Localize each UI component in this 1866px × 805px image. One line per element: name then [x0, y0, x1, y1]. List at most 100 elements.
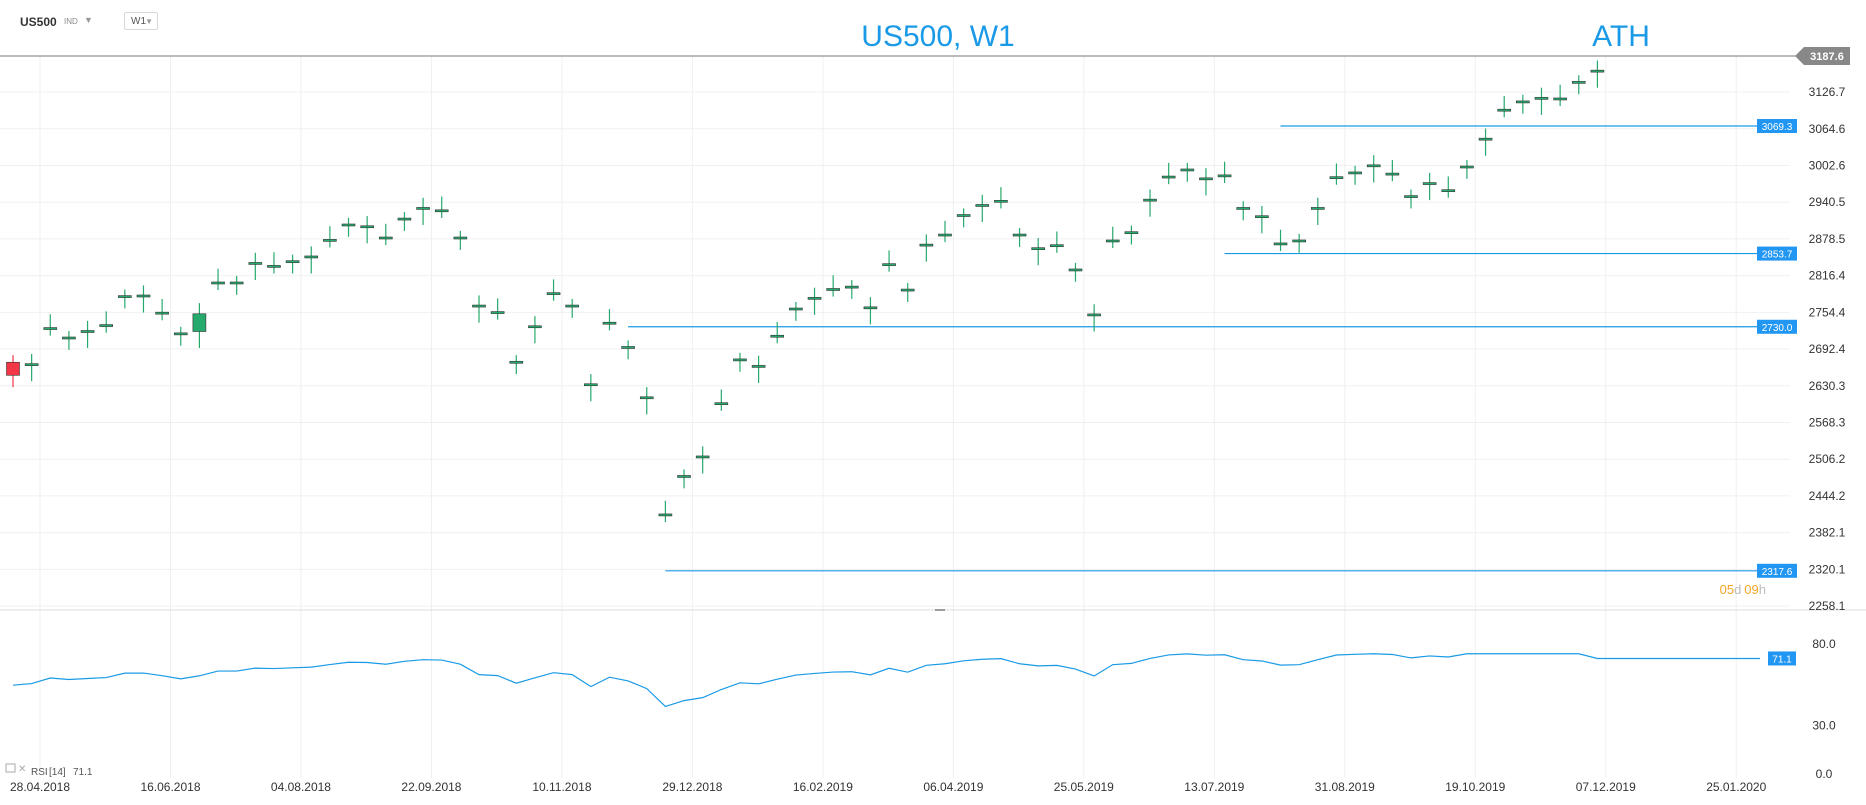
rsi-legend-value: 71.1: [73, 767, 93, 778]
price-tick-label: 2320.1: [1809, 562, 1846, 576]
date-tick-label: 22.09.2018: [401, 780, 461, 794]
timeframe-selector[interactable]: W1 ▼: [124, 12, 158, 30]
price-tick-label: 2816.4: [1809, 269, 1846, 283]
candle-body: [1497, 108, 1511, 112]
panel-resize-handle[interactable]: [935, 609, 945, 611]
candle-body: [99, 324, 113, 327]
candle-body: [62, 336, 76, 340]
candle-body: [900, 288, 915, 292]
candle-body: [360, 225, 374, 229]
candle-body: [1460, 165, 1474, 169]
candle-body: [1143, 198, 1157, 202]
candle-body: [844, 285, 859, 289]
rsi-label: RSI: [31, 767, 48, 778]
price-tick-label: 2754.4: [1809, 305, 1846, 319]
candle-body: [546, 292, 561, 295]
countdown-d: d: [1734, 582, 1741, 597]
date-axis[interactable]: 28.04.2018 16.06.2018 04.08.2018 22.09.2018…: [10, 780, 1767, 794]
candle-body: [1329, 176, 1344, 179]
candle-body: [658, 513, 673, 517]
date-tick-label: 29.12.2018: [662, 780, 722, 794]
support-level-tag: [1757, 246, 1797, 261]
rsi-period: [14]: [49, 767, 66, 778]
candle-body: [528, 325, 542, 329]
instrument-type-label: IND: [64, 17, 78, 26]
rsi-legend: ✕ RSI [14] 71.1: [5, 763, 93, 778]
candle-body: [584, 383, 598, 387]
candle-body: [919, 243, 934, 247]
timeframe-dropdown-icon: ▼: [145, 17, 153, 26]
close-icon[interactable]: ✕: [18, 764, 26, 775]
current-price-value: 3187.6: [1810, 51, 1844, 63]
candle-body: [1255, 215, 1269, 219]
date-tick-label: 06.04.2019: [923, 780, 983, 794]
candle-body: [639, 396, 654, 400]
price-tick-label: 3126.7: [1809, 85, 1846, 99]
candle-body: [602, 321, 617, 325]
candle-body: [43, 327, 58, 330]
candle-body: [1087, 313, 1101, 317]
ath-label: ATH: [1592, 20, 1650, 53]
price-axis[interactable]: 3126.7 3064.6 3002.6 2940.5 2878.5 2816.4 2754…: [1809, 85, 1846, 613]
price-tick-label: 2568.3: [1809, 415, 1846, 429]
rsi-tick-label: 30.0: [1812, 718, 1836, 732]
current-price-tag: 3187.6: [1795, 47, 1850, 65]
candle-body: [1516, 100, 1530, 104]
support-level-tag: [1757, 319, 1797, 334]
candle-body: [1180, 168, 1195, 172]
candle-body: [826, 288, 840, 291]
rsi-indicator: 71.1: [12, 651, 1796, 708]
candle-body: [994, 200, 1008, 203]
candle-body: [733, 358, 747, 362]
candle-body: [1068, 268, 1083, 272]
candle-body: [1012, 233, 1027, 237]
candle-body: [453, 236, 468, 240]
candle-body: [1161, 175, 1176, 179]
candle-body: [956, 214, 971, 217]
date-tick-label: 25.05.2019: [1054, 780, 1114, 794]
candle-body: [1124, 231, 1139, 234]
countdown-hours: 09: [1744, 582, 1758, 597]
candle-body: [1590, 69, 1605, 73]
rsi-axis: 80.0 30.0 0.0: [1812, 637, 1836, 781]
countdown-days: 05: [1720, 582, 1734, 597]
candle-body: [416, 207, 430, 210]
date-tick-label: 19.10.2019: [1445, 780, 1505, 794]
candle-body: [677, 475, 691, 478]
candle-body: [751, 365, 766, 368]
price-tick-label: 3002.6: [1809, 158, 1846, 172]
rsi-value-tag: [1768, 651, 1796, 666]
candle-body: [621, 346, 635, 349]
price-tick-label: 2506.2: [1809, 452, 1846, 466]
symbol-dropdown-icon[interactable]: ▼: [84, 15, 93, 25]
candle-body: [173, 332, 188, 336]
indicator-settings-icon[interactable]: [5, 763, 16, 773]
price-tick-label: 2630.3: [1809, 379, 1846, 393]
candle-body: [397, 217, 412, 221]
price-tick-label: 2444.2: [1809, 489, 1846, 503]
support-levels: 3069.3 2853.7 2730.0 2317.6: [628, 119, 1797, 578]
candle-body: [1553, 97, 1567, 101]
candle-body: [229, 281, 244, 285]
candle-body: [472, 304, 486, 308]
symbol-label[interactable]: US500: [20, 15, 57, 29]
candle-body: [1217, 174, 1232, 178]
candle-body: [192, 313, 207, 332]
price-tick-label: 2382.1: [1809, 526, 1846, 540]
price-tick-label: 2258.1: [1809, 599, 1846, 613]
date-tick-label: 16.02.2019: [793, 780, 853, 794]
candle-body: [434, 209, 449, 213]
candle-body: [807, 297, 822, 300]
candle-body: [789, 307, 803, 311]
candle-body: [1571, 81, 1586, 84]
support-level-value: 2317.6: [1762, 567, 1793, 578]
price-tick-label: 2692.4: [1809, 342, 1846, 356]
candle-body: [1422, 182, 1437, 185]
candle-body: [1534, 97, 1549, 100]
candle-body: [770, 334, 785, 338]
support-level-tag: [1757, 563, 1797, 578]
candle-body: [1031, 247, 1045, 250]
candle-body: [323, 239, 337, 242]
